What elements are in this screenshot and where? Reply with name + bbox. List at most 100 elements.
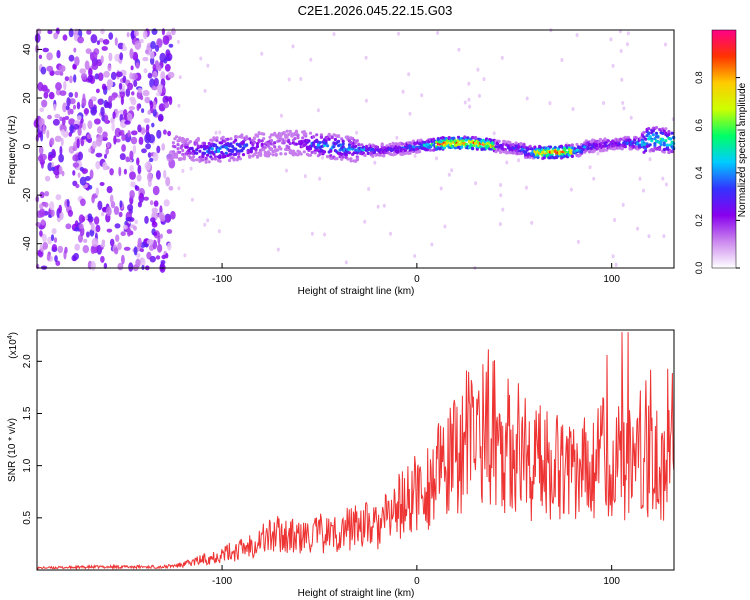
heatmap-cell xyxy=(363,153,367,157)
heatmap-cell xyxy=(648,143,652,147)
heatmap-cell xyxy=(310,150,314,154)
heatmap-cell xyxy=(106,141,110,149)
heatmap-cell xyxy=(75,183,80,189)
heatmap-cell xyxy=(349,157,353,161)
heatmap-cell xyxy=(235,158,239,162)
heatmap-cell xyxy=(46,52,53,61)
heatmap-cell xyxy=(98,38,104,43)
heatmap-cell xyxy=(647,127,651,131)
heatmap-cell xyxy=(439,186,443,191)
heatmap-cell xyxy=(435,156,438,161)
heatmap-cell xyxy=(354,148,358,152)
heatmap-cell xyxy=(255,134,260,138)
heatmap-cell xyxy=(469,143,473,147)
heatmap-x-tick-label: 0 xyxy=(414,274,420,285)
heatmap-cell xyxy=(110,71,117,81)
heatmap-cell xyxy=(318,152,322,156)
snr-plot-area xyxy=(37,330,674,570)
heatmap-cell xyxy=(213,143,217,147)
heatmap-cell xyxy=(164,63,171,72)
heatmap-cell xyxy=(313,151,317,155)
heatmap-cell xyxy=(153,231,158,236)
heatmap-cell xyxy=(327,137,331,141)
heatmap-cell xyxy=(279,113,283,118)
heatmap-cell xyxy=(271,153,275,157)
heatmap-cell xyxy=(245,137,249,141)
heatmap-cell xyxy=(443,224,447,229)
heatmap-cell xyxy=(62,34,68,41)
heatmap-cell xyxy=(332,32,336,37)
heatmap-cell xyxy=(525,96,529,101)
heatmap-cell xyxy=(218,159,222,163)
heatmap-cell xyxy=(548,101,552,106)
snr-line-series xyxy=(36,332,675,571)
heatmap-cell xyxy=(103,70,110,78)
heatmap-cell xyxy=(355,158,359,162)
snr-y-axis-label: SNR (10 * v/v) xyxy=(7,418,18,482)
heatmap-cell xyxy=(120,231,126,237)
heatmap-cell xyxy=(103,262,108,269)
heatmap-cell xyxy=(291,44,295,49)
heatmap-cell xyxy=(139,192,144,199)
heatmap-cell xyxy=(644,137,648,141)
heatmap-cell xyxy=(157,243,163,253)
heatmap-cell xyxy=(155,170,161,180)
heatmap-cell xyxy=(651,129,656,133)
heatmap-cell xyxy=(457,47,461,52)
heatmap-cell xyxy=(118,82,123,90)
heatmap-cell xyxy=(115,71,123,78)
heatmap-cell xyxy=(136,103,140,112)
snr-x-axis-label: Height of straight line (km) xyxy=(298,588,415,599)
heatmap-cell xyxy=(86,133,92,140)
heatmap-cell xyxy=(49,137,55,146)
heatmap-cell xyxy=(54,255,58,263)
heatmap-cell xyxy=(159,233,163,239)
heatmap-y-tick-label: 40 xyxy=(22,43,33,55)
heatmap-cell xyxy=(136,174,142,182)
heatmap-cell xyxy=(482,77,486,82)
heatmap-cell xyxy=(567,144,571,148)
heatmap-cell xyxy=(95,160,101,170)
heatmap-cell xyxy=(474,181,477,186)
heatmap-cell xyxy=(668,137,673,141)
heatmap-cell xyxy=(614,262,618,267)
heatmap-cell xyxy=(121,134,126,141)
heatmap-cell xyxy=(501,207,505,212)
heatmap-cell xyxy=(355,139,359,143)
heatmap-cell xyxy=(137,201,142,208)
heatmap-cell xyxy=(74,91,79,99)
heatmap-cell xyxy=(100,55,104,64)
heatmap-cell xyxy=(72,64,77,70)
heatmap-cell xyxy=(489,147,493,151)
heatmap-cell xyxy=(217,229,221,234)
heatmap-cell xyxy=(56,50,61,59)
heatmap-cell xyxy=(315,133,319,137)
heatmap-cell xyxy=(309,57,313,62)
heatmap-cell xyxy=(276,247,280,252)
heatmap-cell xyxy=(123,168,127,175)
heatmap-cell xyxy=(450,168,454,173)
heatmap-cell xyxy=(129,164,134,172)
heatmap-cell xyxy=(157,65,162,72)
heatmap-cell xyxy=(341,142,345,146)
heatmap-cell xyxy=(91,140,97,149)
heatmap-cell xyxy=(650,139,654,143)
heatmap-cell xyxy=(498,222,502,227)
heatmap-cell xyxy=(533,145,537,149)
heatmap-cell xyxy=(240,133,244,137)
heatmap-cell xyxy=(171,141,175,145)
heatmap-cell xyxy=(91,237,99,247)
heatmap-cell xyxy=(347,151,352,155)
heatmap-cell xyxy=(255,154,260,158)
heatmap-cell xyxy=(213,155,217,159)
heatmap-cell xyxy=(218,130,222,135)
heatmap-cell xyxy=(389,231,392,236)
heatmap-cell xyxy=(95,152,103,158)
heatmap-cell xyxy=(74,243,80,251)
heatmap-cell xyxy=(89,98,93,108)
heatmap-cell xyxy=(638,176,642,181)
heatmap-cell xyxy=(268,152,272,156)
heatmap-cell xyxy=(215,139,219,143)
heatmap-cell xyxy=(260,142,264,146)
heatmap-cell xyxy=(131,130,138,136)
